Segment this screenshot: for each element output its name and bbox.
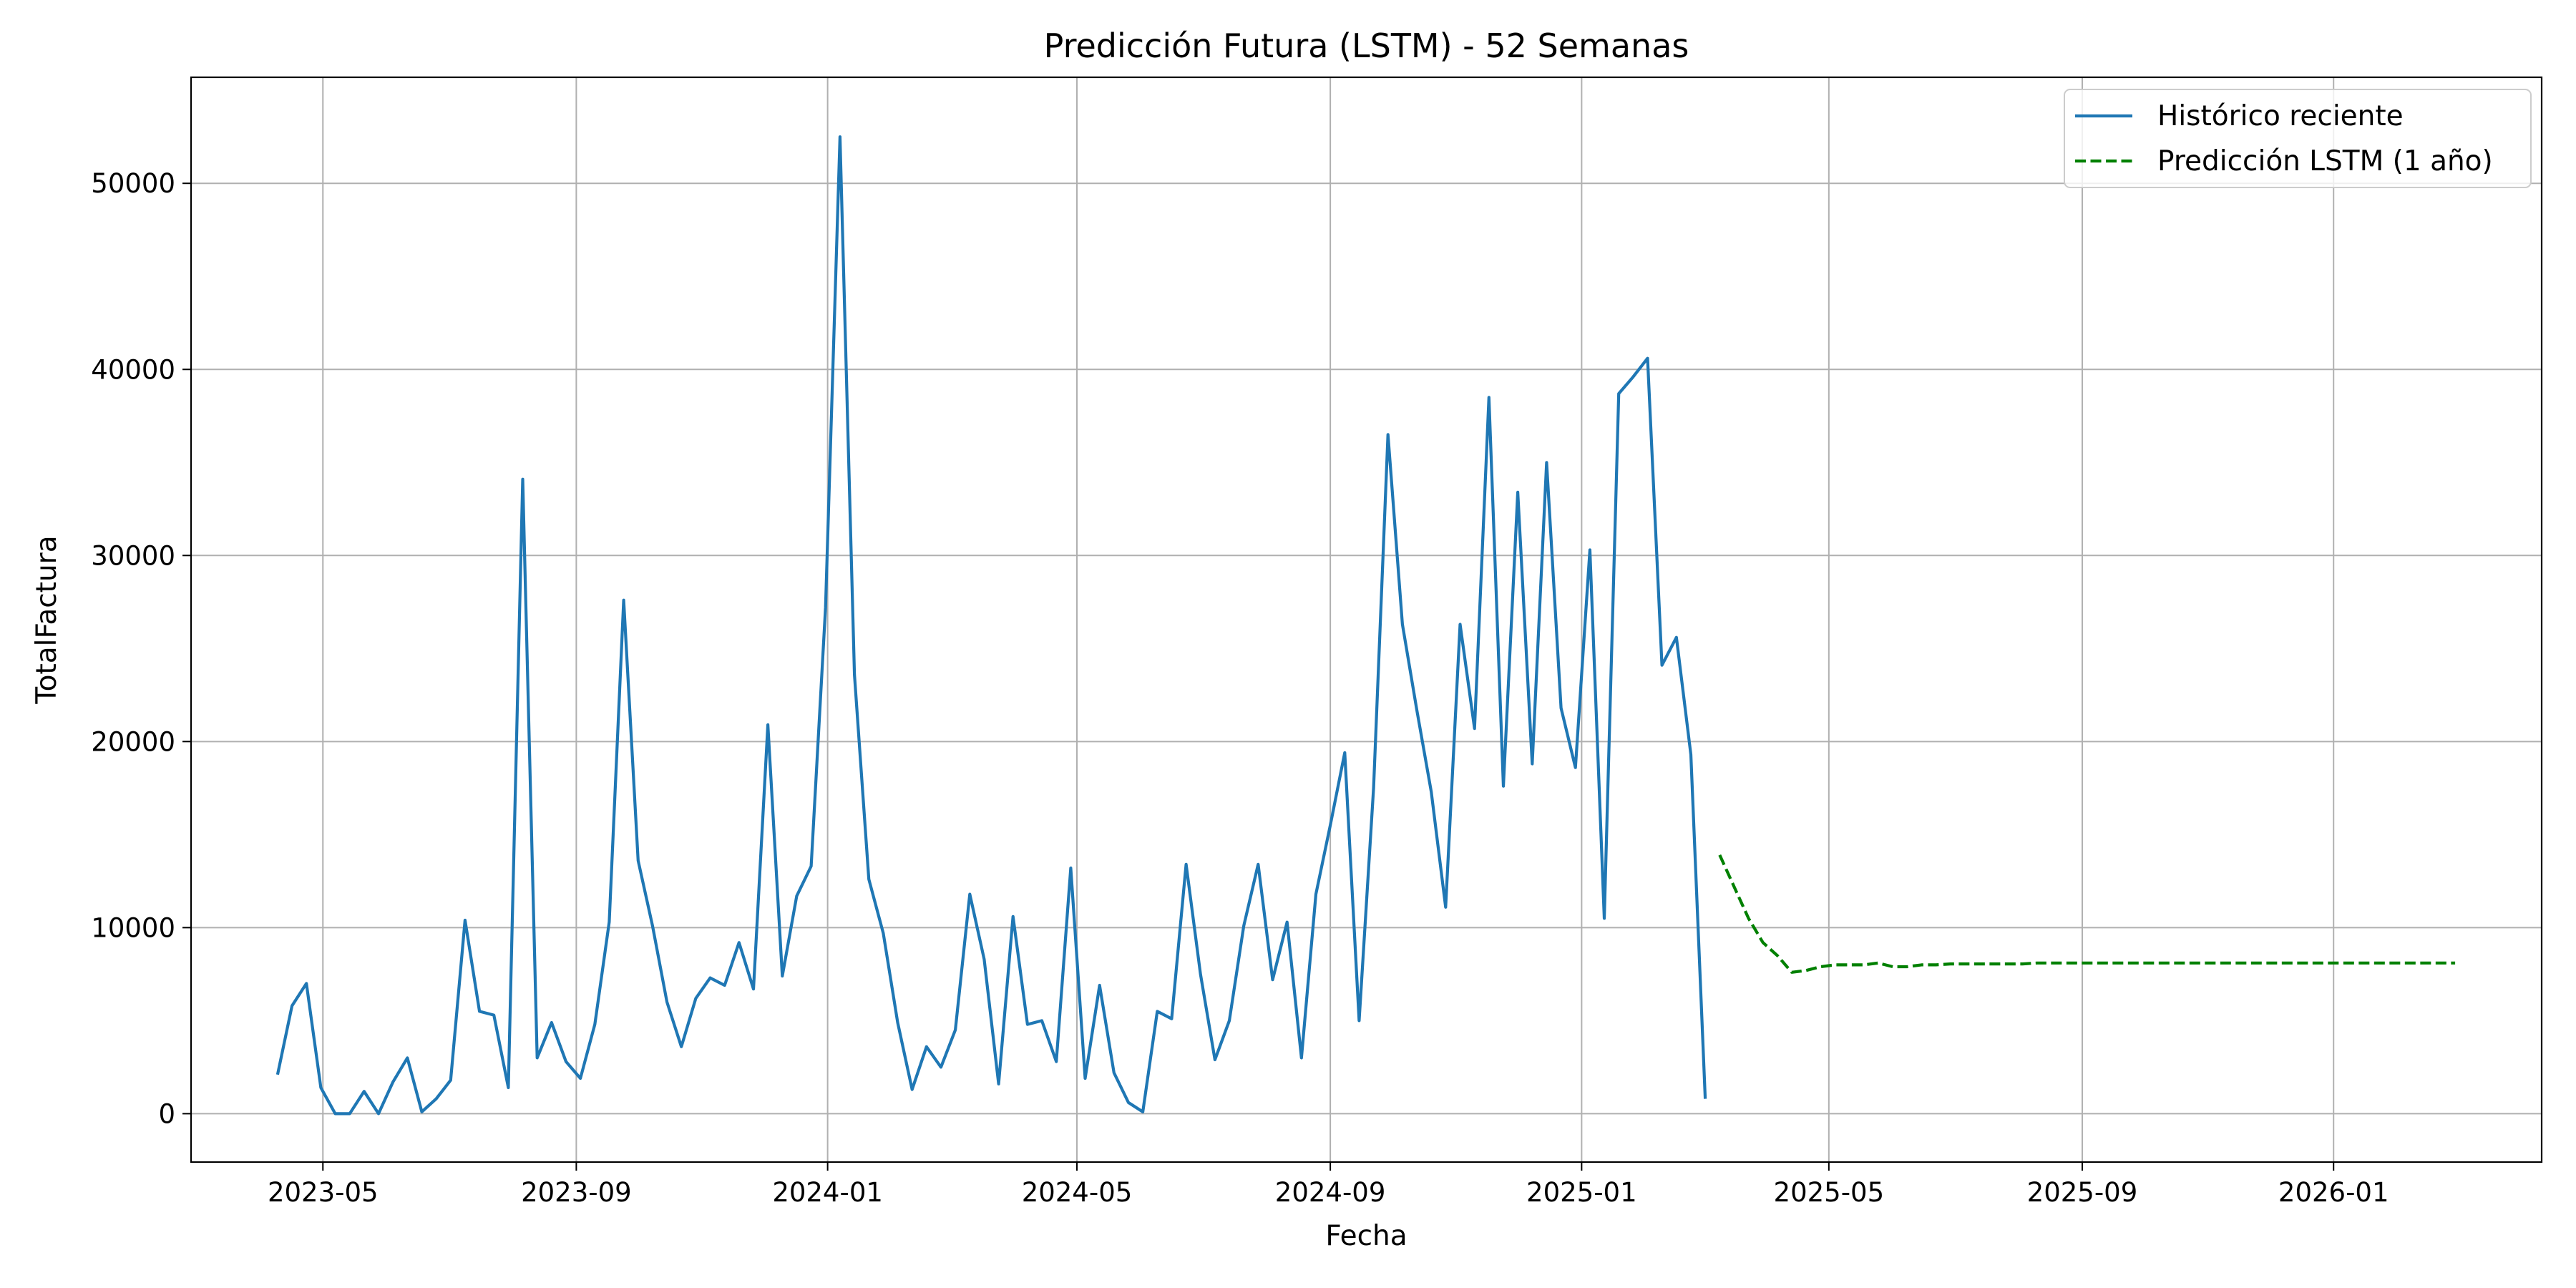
x-tick-label: 2023-09	[521, 1177, 632, 1208]
x-tick-label: 2024-01	[772, 1177, 883, 1208]
legend-label: Histórico reciente	[2157, 100, 2404, 132]
series-line-prediction	[1718, 854, 2456, 974]
legend-label: Predicción LSTM (1 año)	[2157, 145, 2493, 177]
x-tick-label: 2026-01	[2278, 1177, 2389, 1208]
x-axis: 2023-05 2023-09 2024-01 2024-05 2024-09 2025-…	[268, 1162, 2389, 1208]
y-tick-label: 50000	[91, 168, 175, 199]
y-axis: 0 10000 20000 30000 40000 50000	[91, 168, 191, 1129]
y-tick-label: 20000	[91, 726, 175, 757]
y-tick-label: 40000	[91, 354, 175, 385]
y-tick-label: 0	[158, 1098, 175, 1129]
x-tick-label: 2023-05	[268, 1177, 379, 1208]
x-tick-label: 2024-09	[1275, 1177, 1386, 1208]
series-line-historical	[275, 135, 1707, 1116]
plot-series	[275, 135, 2456, 1116]
x-tick-label: 2024-05	[1022, 1177, 1133, 1208]
legend-box	[2064, 89, 2532, 188]
x-axis-title: Fecha	[1325, 1220, 1407, 1252]
chart-title: Predicción Futura (LSTM) - 52 Semanas	[1044, 26, 1689, 65]
y-axis-title: TotalFactura	[31, 535, 63, 704]
y-tick-label: 30000	[91, 540, 175, 571]
x-tick-label: 2025-05	[1774, 1177, 1885, 1208]
plot-frame	[190, 76, 2543, 1163]
x-tick-label: 2025-01	[1526, 1177, 1637, 1208]
x-tick-label: 2025-09	[2027, 1177, 2138, 1208]
legend: Histórico reciente Predicción LSTM (1 año…	[2064, 89, 2532, 188]
y-tick-label: 10000	[91, 912, 175, 943]
